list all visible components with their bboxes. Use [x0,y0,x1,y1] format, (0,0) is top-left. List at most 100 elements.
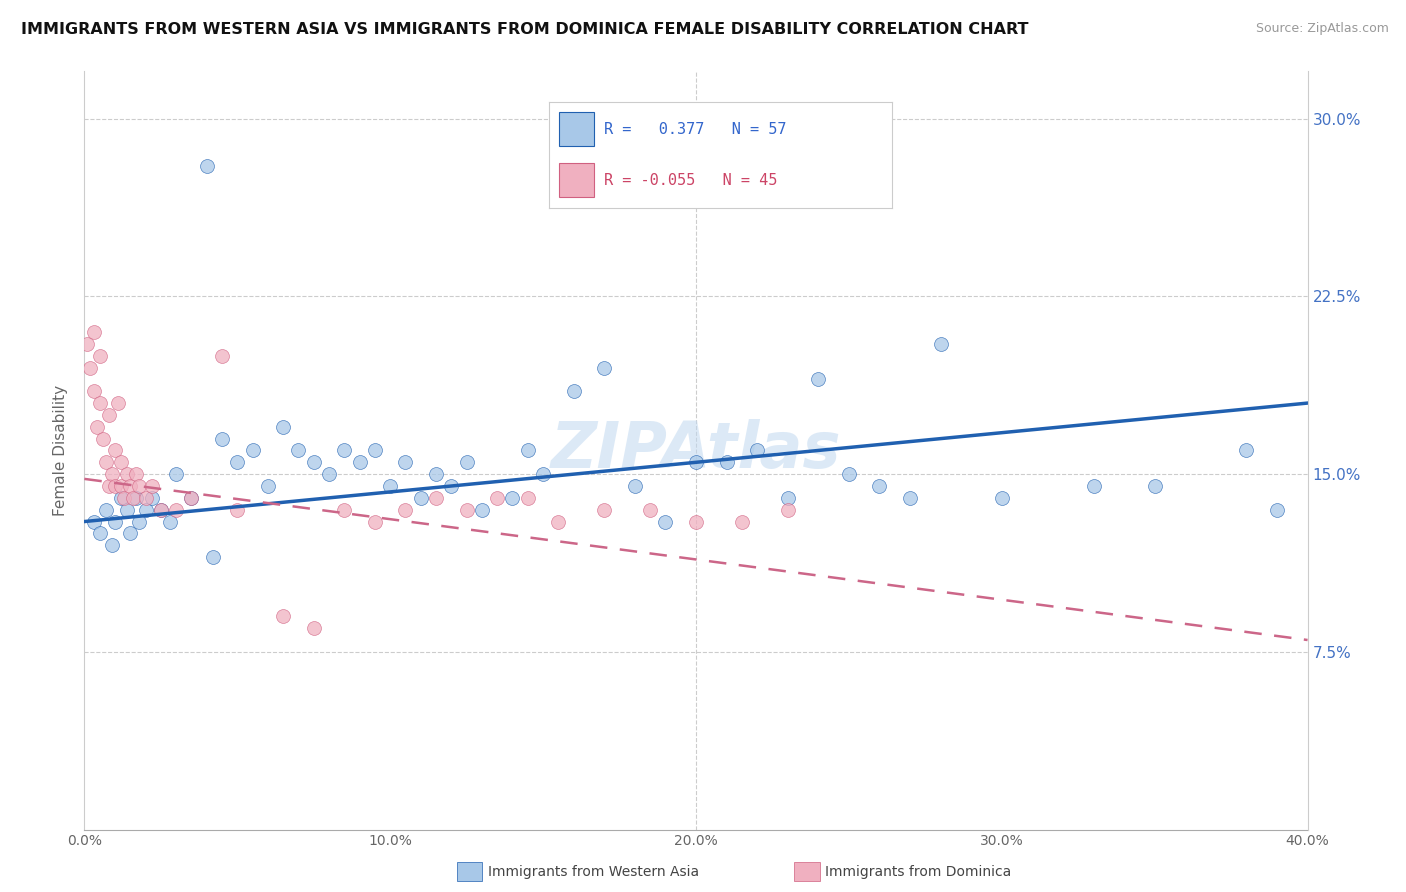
Point [79,360,101,375]
Point [302,621,325,635]
Point [425,467,447,482]
Point [89,526,111,541]
Point [747,443,769,458]
Point [128,515,150,529]
Point [226,502,249,516]
Point [654,515,676,529]
Point [115,467,138,482]
Text: ZIPAtlas: ZIPAtlas [551,419,841,482]
Point [456,455,478,469]
Point [776,491,799,505]
Point [638,502,661,516]
Point [516,491,538,505]
Text: Immigrants from Western Asia: Immigrants from Western Asia [488,865,699,880]
Point [83,515,105,529]
Point [149,502,172,516]
Point [440,479,463,493]
Point [380,479,402,493]
Point [97,408,120,422]
Point [83,384,105,399]
Point [869,479,891,493]
Point [302,455,325,469]
Point [531,467,554,482]
Point [776,502,799,516]
Point [89,349,111,363]
Point [456,502,478,516]
Point [929,336,952,351]
Point [165,467,187,482]
Point [104,443,127,458]
Point [122,491,145,505]
Point [104,515,127,529]
Point [593,502,616,516]
Point [125,491,148,505]
Point [120,479,142,493]
Y-axis label: Female Disability: Female Disability [53,384,69,516]
Point [141,479,163,493]
Point [141,491,163,505]
Point [685,515,707,529]
Point [83,325,105,339]
Point [195,159,218,173]
Point [1236,443,1258,458]
Point [211,349,233,363]
Point [349,455,371,469]
Point [271,419,294,434]
Point [1143,479,1166,493]
Point [226,455,249,469]
Point [107,396,129,410]
Point [135,502,157,516]
Point [101,467,124,482]
Point [731,515,754,529]
Point [180,491,202,505]
Point [624,479,647,493]
Point [110,479,132,493]
Point [89,396,111,410]
Point [502,491,524,505]
Point [125,467,148,482]
Point [318,467,340,482]
Point [91,432,114,446]
Point [898,491,921,505]
Point [838,467,860,482]
Point [807,372,830,386]
Point [364,515,387,529]
Point [201,550,224,565]
Point [364,443,387,458]
Point [94,502,117,516]
Point [257,479,280,493]
Point [486,491,509,505]
Point [101,538,124,552]
Point [242,443,264,458]
Point [120,526,142,541]
Point [1265,502,1288,516]
Point [562,384,585,399]
Point [104,479,127,493]
Point [991,491,1014,505]
Point [94,455,117,469]
Point [716,455,738,469]
Point [159,515,181,529]
Point [425,491,447,505]
Point [394,455,416,469]
Point [333,502,356,516]
Point [685,455,707,469]
Point [333,443,356,458]
Point [97,479,120,493]
Point [86,419,108,434]
Point [128,479,150,493]
Point [409,491,432,505]
Point [516,443,538,458]
Point [115,502,138,516]
Point [112,491,135,505]
Point [394,502,416,516]
Text: IMMIGRANTS FROM WESTERN ASIA VS IMMIGRANTS FROM DOMINICA FEMALE DISABILITY CORRE: IMMIGRANTS FROM WESTERN ASIA VS IMMIGRAN… [21,22,1029,37]
Point [593,360,616,375]
Point [471,502,494,516]
Point [110,455,132,469]
Point [547,515,569,529]
Text: Source: ZipAtlas.com: Source: ZipAtlas.com [1256,22,1389,36]
Point [1083,479,1105,493]
Point [135,491,157,505]
Text: Immigrants from Dominica: Immigrants from Dominica [825,865,1011,880]
